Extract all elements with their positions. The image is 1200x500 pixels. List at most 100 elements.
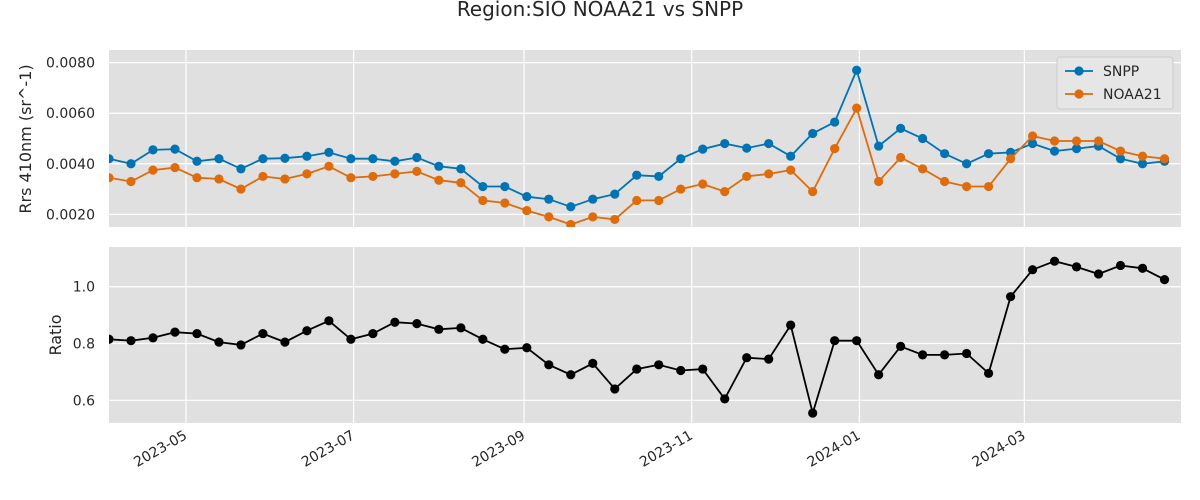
- data-point-noaa21: [720, 187, 730, 197]
- data-point-ratio: [148, 333, 158, 343]
- data-point-ratio: [192, 328, 202, 339]
- data-point-snpp: [764, 138, 774, 149]
- data-point-ratio: [764, 354, 774, 364]
- y-tick-label: 0.8: [73, 337, 95, 353]
- data-point-noaa21: [940, 176, 950, 187]
- data-point-snpp: [302, 151, 312, 161]
- data-point-noaa21: [390, 169, 400, 179]
- data-point-noaa21: [236, 184, 246, 194]
- legend-label-noaa21: NOAA21: [1103, 87, 1162, 103]
- data-point-ratio: [214, 337, 224, 347]
- data-point-noaa21: [434, 175, 444, 185]
- data-point-snpp: [346, 154, 356, 164]
- data-point-noaa21: [676, 184, 686, 194]
- y-tick-label: 0.0060: [46, 106, 95, 122]
- data-point-ratio: [1115, 260, 1126, 271]
- data-point-ratio: [1049, 256, 1060, 266]
- data-point-snpp: [962, 159, 972, 169]
- data-point-snpp: [148, 145, 158, 155]
- data-point-snpp: [126, 159, 136, 169]
- data-point-snpp: [742, 143, 752, 153]
- data-point-snpp: [808, 128, 818, 139]
- data-point-noaa21: [786, 165, 796, 175]
- data-point-noaa21: [1159, 154, 1170, 164]
- data-point-snpp: [478, 181, 488, 192]
- data-point-snpp: [434, 161, 444, 171]
- data-point-snpp: [720, 138, 730, 149]
- data-point-ratio: [566, 370, 576, 380]
- data-point-snpp: [236, 164, 246, 174]
- data-point-ratio: [610, 384, 620, 394]
- data-point-ratio: [852, 336, 862, 346]
- data-point-snpp: [170, 144, 180, 154]
- data-point-noaa21: [280, 174, 290, 184]
- data-point-noaa21: [962, 181, 972, 192]
- data-point-ratio: [478, 334, 488, 344]
- bottom-panel-ratio: 0.6 0.8 1.0 2023-05 2023-07 2023-09 2023-11 202…: [73, 247, 1181, 471]
- data-point-noaa21: [1093, 136, 1104, 146]
- data-point-snpp: [500, 181, 510, 192]
- data-point-noaa21: [544, 212, 554, 222]
- data-point-ratio: [456, 323, 466, 333]
- data-point-snpp: [676, 154, 686, 164]
- data-point-snpp: [830, 117, 840, 127]
- top-y-axis-label: Rrs 410nm (sr^-1): [16, 64, 35, 213]
- data-point-noaa21: [346, 173, 356, 183]
- data-point-snpp: [983, 149, 994, 159]
- legend-label-snpp: SNPP: [1103, 64, 1139, 80]
- data-point-ratio: [918, 350, 928, 360]
- data-point-noaa21: [808, 187, 818, 197]
- data-point-snpp: [456, 164, 466, 174]
- data-point-noaa21: [1005, 154, 1016, 164]
- x-tick-label: 2024-01: [805, 428, 864, 471]
- data-point-ratio: [830, 336, 840, 346]
- bottom-y-axis-label: Ratio: [46, 314, 65, 355]
- data-point-snpp: [192, 156, 202, 166]
- data-point-ratio: [962, 348, 972, 359]
- data-point-snpp: [368, 154, 378, 164]
- data-point-snpp: [258, 154, 268, 164]
- data-point-noaa21: [412, 166, 422, 176]
- data-point-noaa21: [170, 162, 180, 173]
- data-point-ratio: [258, 328, 268, 339]
- data-point-snpp: [280, 153, 290, 163]
- data-point-snpp: [390, 156, 400, 166]
- data-point-noaa21: [368, 171, 378, 182]
- data-point-noaa21: [918, 164, 928, 174]
- data-point-ratio: [896, 341, 906, 351]
- data-point-snpp: [610, 189, 620, 199]
- legend: SNPP NOAA21: [1056, 56, 1174, 110]
- data-point-noaa21: [654, 195, 664, 206]
- plot-background: [109, 50, 1181, 227]
- data-point-ratio: [1071, 262, 1082, 272]
- data-point-noaa21: [522, 205, 532, 216]
- data-point-ratio: [1005, 292, 1016, 302]
- data-point-ratio: [1027, 265, 1038, 275]
- data-point-ratio: [544, 360, 554, 370]
- data-point-snpp: [566, 202, 576, 212]
- data-point-ratio: [808, 408, 818, 418]
- data-point-snpp: [632, 170, 642, 180]
- legend-box: [1056, 56, 1174, 110]
- data-point-ratio: [390, 317, 400, 327]
- data-point-snpp: [1027, 138, 1038, 149]
- data-point-noaa21: [764, 169, 774, 179]
- data-point-snpp: [522, 192, 532, 202]
- data-point-noaa21: [109, 173, 114, 183]
- data-point-noaa21: [214, 174, 224, 184]
- data-point-ratio: [170, 327, 180, 337]
- data-point-snpp: [698, 144, 708, 154]
- data-point-noaa21: [632, 195, 642, 206]
- y-tick-label: 0.0080: [46, 56, 95, 72]
- data-point-noaa21: [258, 171, 268, 182]
- data-point-noaa21: [148, 165, 158, 175]
- data-point-ratio: [786, 320, 796, 330]
- y-tick-label: 0.6: [73, 393, 95, 409]
- data-point-noaa21: [983, 181, 994, 192]
- data-point-snpp: [786, 151, 796, 161]
- data-point-snpp: [654, 171, 664, 182]
- data-point-snpp: [109, 154, 114, 164]
- data-point-snpp: [214, 154, 224, 164]
- data-point-noaa21: [1027, 131, 1038, 141]
- data-point-noaa21: [456, 178, 466, 188]
